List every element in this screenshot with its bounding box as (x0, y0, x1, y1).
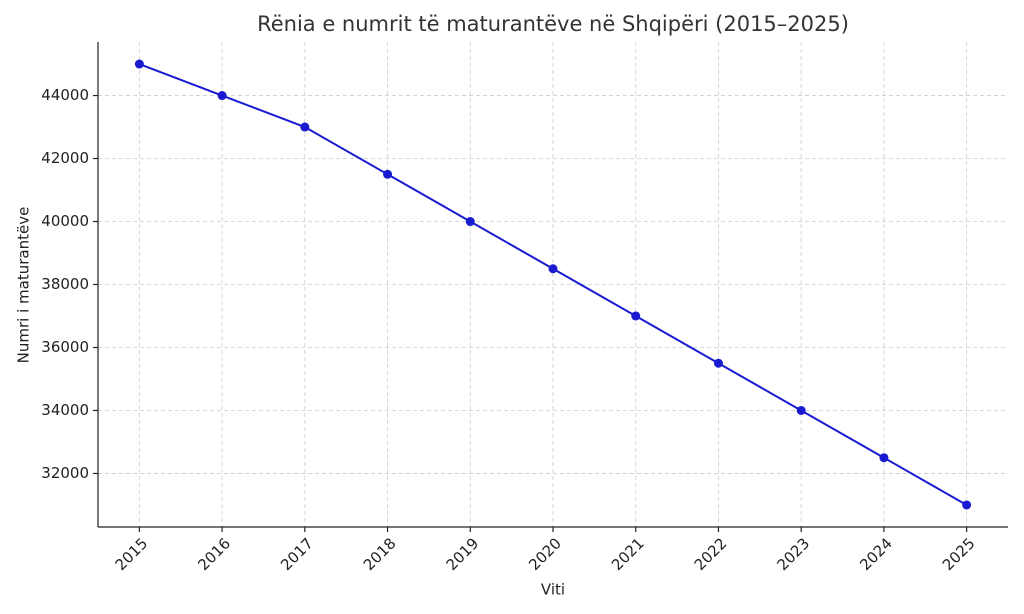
data-point (383, 169, 393, 179)
x-tick-label: 2016 (194, 534, 234, 574)
x-tick-label: 2020 (525, 534, 565, 574)
data-point (134, 59, 144, 69)
x-tick-label: 2017 (277, 534, 317, 574)
y-tick-label: 40000 (41, 212, 89, 230)
data-point (796, 405, 806, 415)
x-axis-label: Viti (541, 581, 565, 599)
data-point (713, 358, 723, 368)
x-tick-label: 2022 (691, 534, 731, 574)
x-tick-label: 2025 (939, 534, 979, 574)
y-tick-label: 36000 (41, 338, 89, 356)
x-tick-label: 2024 (856, 534, 896, 574)
y-tick-label: 32000 (41, 464, 89, 482)
data-point (631, 311, 641, 321)
y-axis-label: Numri i maturantëve (15, 207, 33, 364)
data-point (962, 500, 972, 510)
y-tick-label: 34000 (41, 401, 89, 419)
x-tick-label: 2021 (608, 534, 648, 574)
y-tick-label: 42000 (41, 149, 89, 167)
x-tick-label: 2015 (112, 534, 152, 574)
data-point (548, 264, 558, 274)
y-tick-label: 44000 (41, 86, 89, 104)
x-tick-label: 2019 (443, 534, 483, 574)
x-tick-label: 2018 (360, 534, 400, 574)
chart-title: Rënia e numrit të maturantëve në Shqipër… (257, 12, 849, 36)
data-point (465, 217, 475, 227)
x-tick-label: 2023 (773, 534, 813, 574)
data-point (300, 122, 310, 132)
data-point (217, 91, 227, 101)
y-tick-label: 38000 (41, 275, 89, 293)
data-point (879, 453, 889, 463)
